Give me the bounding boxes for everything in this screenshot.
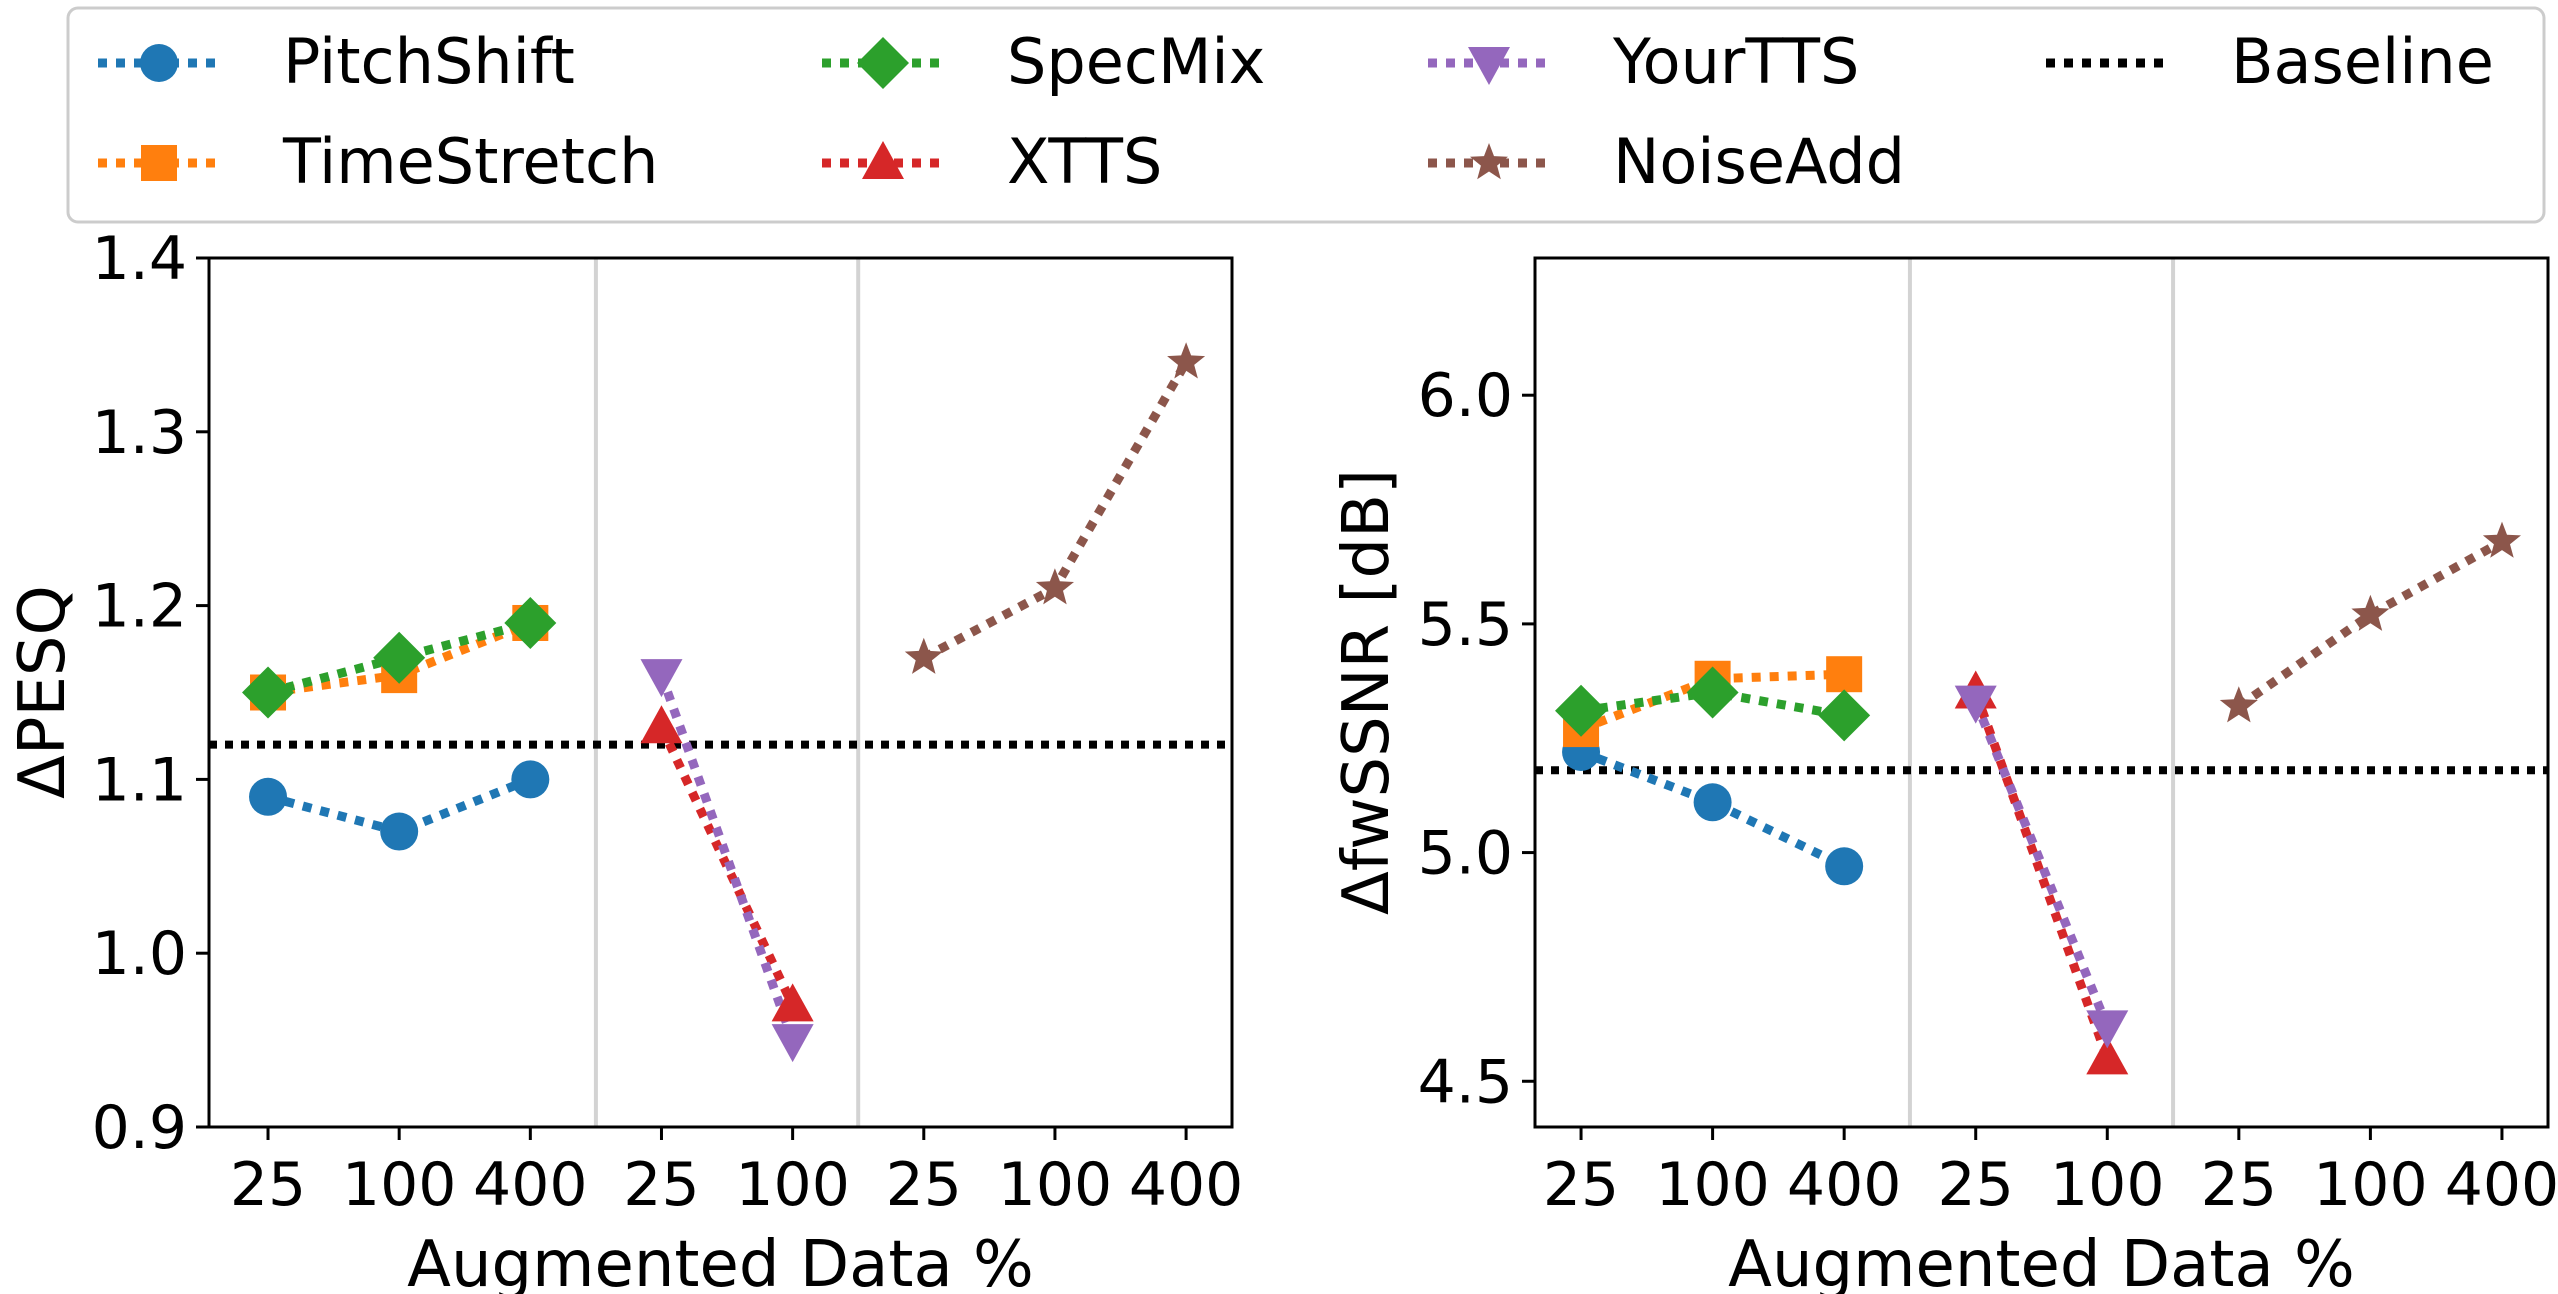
axes-frame [1533,256,2550,1129]
legend-marker-circle [140,44,178,82]
legend-label-baseline: Baseline [2231,25,2494,98]
series-line-xtts [657,725,797,1008]
data-point-pitchshift [1693,783,1732,822]
legend-frame [66,6,2546,224]
x-tick-label: 25 [1938,1150,2014,1220]
data-point-noiseadd [1035,568,1074,605]
x-tick-label: 25 [1543,1150,1619,1220]
data-point-specmix [242,666,295,719]
x-axis-label: Augmented Data % [407,1228,1034,1294]
data-point-xtts [2086,1036,2129,1075]
x-tick-label: 100 [735,1150,850,1220]
x-tick-label: 400 [1129,1150,1244,1220]
x-tick-label: 400 [473,1150,588,1220]
y-tick-label: 1.3 [92,398,187,468]
y-axis-label: ΔPESQ [6,585,80,799]
data-point-noiseadd [2482,521,2521,558]
x-tick-label: 100 [998,1150,1113,1220]
x-tick-label: 100 [342,1150,457,1220]
x-tick-label: 25 [886,1150,962,1220]
legend-marker-square [141,145,177,181]
plot-area [209,258,1232,1127]
series-line-yourtts [1971,699,2112,1029]
legend-label-specmix: SpecMix [1007,25,1265,98]
y-tick-label: 6.0 [1418,361,1513,431]
data-point-xtts [640,705,683,744]
y-tick-label: 1.1 [92,745,187,815]
x-tick-label: 100 [1655,1150,1770,1220]
y-axis-label: ΔfwSSNR [dB] [1330,469,1404,915]
data-point-pitchshift [249,777,288,816]
legend-entry-pitchshift: PitchShift [98,25,575,98]
legend-marker-star [1470,143,1508,180]
x-tick-label: 400 [2445,1150,2558,1220]
chart-pesq: 0.91.01.11.21.31.425 100 400 25 100 25 100 400A… [6,224,1243,1294]
x-tick-label: 25 [623,1150,699,1220]
legend-marker-triangle-down [1468,47,1510,85]
data-point-specmix [1555,684,1608,737]
data-point-noiseadd [2219,686,2258,723]
x-tick-label: 25 [2201,1150,2277,1220]
series-line-pitchshift [1579,747,1847,871]
data-point-yourtts [771,1024,814,1063]
legend-entry-baseline: Baseline [2046,25,2494,98]
data-point-specmix [1818,689,1871,742]
y-tick-label: 0.9 [92,1093,187,1163]
data-point-xtts [771,983,814,1022]
y-tick-label: 5.0 [1418,819,1513,889]
legend-label-noiseadd: NoiseAdd [1613,125,1905,198]
y-tick-label: 1.0 [92,919,187,989]
x-tick-label: 400 [1787,1150,1902,1220]
chart-fwssnr: 4.55.05.56.025 100 400 25 100 25 100 400Augment… [1330,256,2558,1294]
data-point-yourtts [640,659,683,698]
data-point-specmix [373,631,426,684]
legend-entry-xtts: XTTS [822,125,1162,198]
legend-entry-noiseadd: NoiseAdd [1428,125,1905,198]
data-point-noiseadd [904,637,943,674]
x-tick-label: 25 [230,1150,306,1220]
series-line-xtts [1971,690,2112,1060]
data-point-pitchshift [1825,847,1864,886]
data-point-noiseadd [1167,342,1206,379]
series-line-noiseadd [2236,537,2505,710]
x-tick-label: 100 [2313,1150,2428,1220]
legend: PitchShift TimeStretch SpecMix XTTS YourTTS N… [66,6,2546,224]
data-point-pitchshift [380,812,419,851]
legend-label-yourtts: YourTTS [1612,25,1859,98]
data-point-yourtts [1954,685,1997,724]
legend-label-xtts: XTTS [1007,125,1162,198]
data-point-pitchshift [511,760,550,799]
axes-frame [207,256,1234,1129]
legend-marker-triangle-up [862,141,904,179]
data-point-specmix [504,596,557,649]
legend-entry-specmix: SpecMix [822,25,1265,98]
legend-entry-yourtts: YourTTS [1428,25,1859,98]
y-tick-label: 1.2 [92,572,187,642]
legend-label-timestretch: TimeStretch [282,125,658,198]
x-axis-label: Augmented Data % [1728,1228,2355,1294]
y-tick-label: 1.4 [92,224,187,294]
data-point-yourtts [2086,1010,2129,1049]
data-point-timestretch [1826,656,1863,693]
y-tick-label: 4.5 [1418,1047,1513,1117]
legend-entry-timestretch: TimeStretch [98,125,658,198]
data-point-specmix [1686,666,1739,719]
legend-marker-diamond [857,37,909,89]
x-tick-label: 100 [2050,1150,2165,1220]
legend-label-pitchshift: PitchShift [283,25,575,98]
data-point-noiseadd [2351,594,2390,631]
y-tick-label: 5.5 [1418,590,1513,660]
